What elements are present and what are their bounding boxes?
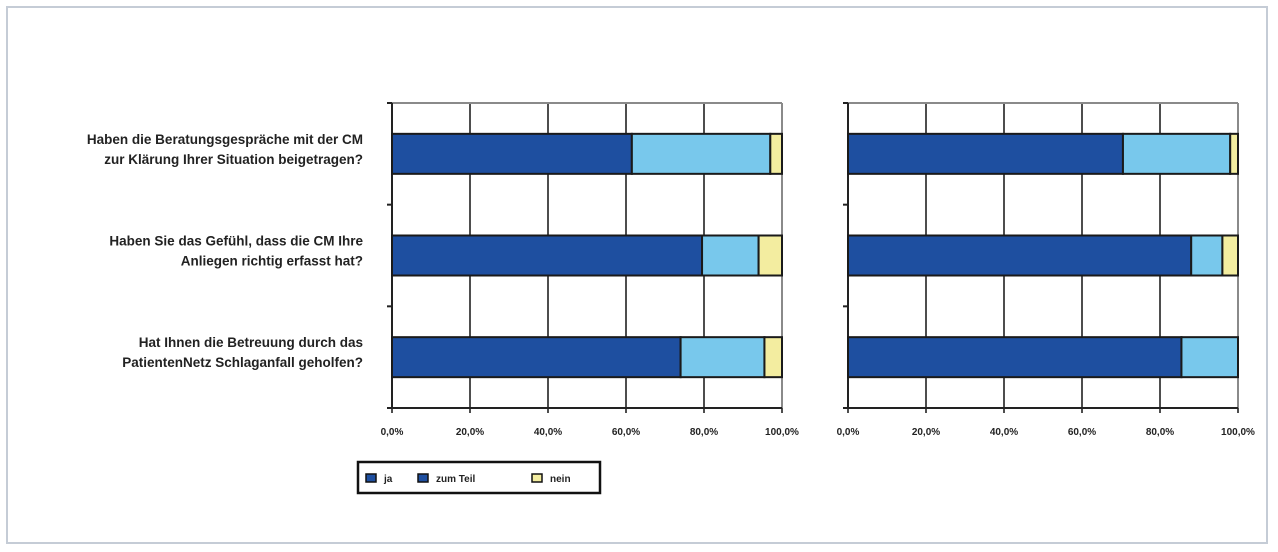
legend-swatch <box>531 473 543 483</box>
right-bar-ja <box>847 234 1193 277</box>
left-bar-nein <box>769 132 783 175</box>
right-bar-zum-Teil <box>1121 132 1232 175</box>
category-label-line: PatientenNetz Schlaganfall geholfen? <box>122 355 363 370</box>
left-bar-zum-Teil <box>701 234 760 277</box>
right-x-tick-label: 40,0% <box>990 427 1018 438</box>
left-bar-zum-Teil <box>630 132 772 175</box>
left-x-tick-label: 60,0% <box>612 427 640 438</box>
right-bar-zum-Teil <box>1180 336 1239 379</box>
left-x-tick-label: 20,0% <box>456 427 484 438</box>
legend-label: ja <box>383 474 393 485</box>
category-label-line: Haben Sie das Gefühl, dass die CM Ihre <box>109 234 363 249</box>
left-x-tick-label: 80,0% <box>690 427 718 438</box>
right-bar-nein <box>1221 234 1240 277</box>
left-bar-ja <box>391 234 704 277</box>
left-bar-nein <box>763 336 784 379</box>
legend-label: zum Teil <box>436 474 475 485</box>
left-x-tick-label: 40,0% <box>534 427 562 438</box>
right-x-tick-label: 80,0% <box>1146 427 1174 438</box>
category-label-line: Hat Ihnen die Betreuung durch das <box>139 335 363 350</box>
left-x-tick-label: 100,0% <box>765 427 799 438</box>
legend-label: nein <box>550 474 571 485</box>
legend-swatch <box>365 473 377 483</box>
category-label: Hat Ihnen die Betreuung durch das Patient… <box>122 335 363 370</box>
right-x-tick-label: 20,0% <box>912 427 940 438</box>
legend-swatch <box>417 473 429 483</box>
right-bar-ja <box>847 132 1124 175</box>
right-x-tick-label: 0,0% <box>837 427 860 438</box>
category-label: Haben die Beratungsgespräche mit der CM z… <box>87 132 363 167</box>
right-bar-zum-Teil <box>1190 234 1224 277</box>
category-label-line: Haben die Beratungsgespräche mit der CM <box>87 132 363 147</box>
category-label: Haben Sie das Gefühl, dass die CM Ihre An… <box>109 234 363 269</box>
left-x-tick-label: 0,0% <box>381 427 404 438</box>
right-bar-ja <box>847 336 1183 379</box>
category-label-line: zur Klärung Ihrer Situation beigetragen? <box>104 152 363 167</box>
left-bar-ja <box>391 132 633 175</box>
left-bar-nein <box>757 234 783 277</box>
left-bar-zum-Teil <box>679 336 766 379</box>
right-x-tick-label: 60,0% <box>1068 427 1096 438</box>
right-bar-nein <box>1229 132 1239 175</box>
right-x-tick-label: 100,0% <box>1221 427 1255 438</box>
left-bar-ja <box>391 336 682 379</box>
category-label-line: Anliegen richtig erfasst hat? <box>181 254 363 269</box>
legend-box <box>356 460 602 495</box>
